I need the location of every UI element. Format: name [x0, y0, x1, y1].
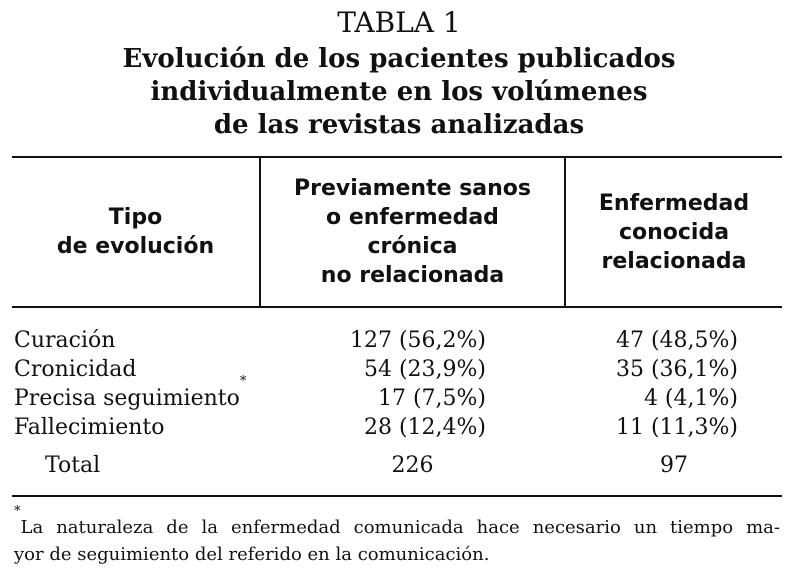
- header-previously-healthy: Previamente sanos o enfermedad crónica n…: [261, 158, 564, 306]
- total-previously-healthy: 226: [391, 453, 434, 478]
- row-value-related-disease: 47 (48,5%): [615, 328, 738, 353]
- row-type: Cronicidad: [14, 357, 137, 382]
- table-row: Fallecimiento 28 (12,4%) 11 (11,3%): [0, 413, 798, 442]
- header-type-of-evolution: Tipo de evolución: [12, 158, 259, 306]
- total-label: Total: [45, 453, 101, 478]
- table-total-row: Total 226 97: [0, 451, 798, 480]
- header-divider-1: [259, 156, 261, 307]
- header-line: o enfermedad: [326, 205, 499, 230]
- row-value-previously-healthy: 127 (56,2%): [349, 328, 486, 353]
- row-type-cell: Precisa seguimiento*: [14, 375, 246, 413]
- footnote-line: *La naturaleza de la enfermedad comunica…: [14, 505, 781, 541]
- table-bottom-rule: [12, 495, 782, 497]
- footnote-line: yor de seguimiento del referido en la co…: [14, 544, 490, 565]
- header-related-disease: Enfermedad conocida relacionada: [566, 158, 782, 306]
- title-line: de las revistas analizadas: [213, 110, 585, 140]
- footnote-text: La naturaleza de la enfermedad comunicad…: [20, 517, 781, 538]
- total-related-disease: 97: [660, 453, 688, 478]
- header-line: conocida: [618, 219, 730, 245]
- table-row: Curación 127 (56,2%) 47 (48,5%): [0, 326, 798, 355]
- row-type: Curación: [14, 328, 116, 353]
- footnote-marker: *: [14, 504, 21, 519]
- row-type: Fallecimiento: [14, 415, 165, 440]
- row-type: Precisa seguimiento: [14, 386, 240, 411]
- header-line: no relacionada: [320, 263, 505, 288]
- table-label: TABLA 1: [337, 6, 461, 39]
- table-row: Cronicidad 54 (23,9%) 35 (36,1%): [0, 355, 798, 384]
- row-value-related-disease: 35 (36,1%): [615, 357, 738, 382]
- row-value-related-disease: 11 (11,3%): [615, 415, 738, 440]
- title-line: individualmente en los volúmenes: [150, 77, 648, 107]
- table-title: Evolución de los pacientes publicados in…: [0, 43, 798, 142]
- footnote-marker: *: [239, 374, 247, 389]
- header-line: Tipo: [108, 205, 163, 230]
- table-footnote: *La naturaleza de la enfermedad comunica…: [14, 505, 781, 568]
- table-row: Precisa seguimiento* 17 (7,5%) 4 (4,1%): [0, 375, 798, 413]
- row-value-previously-healthy: 17 (7,5%): [377, 386, 486, 411]
- header-line: relacionada: [601, 248, 747, 274]
- header-line: Previamente sanos: [293, 176, 532, 201]
- row-value-previously-healthy: 54 (23,9%): [363, 357, 486, 382]
- row-value-related-disease: 4 (4,1%): [643, 386, 738, 411]
- title-line: Evolución de los pacientes publicados: [122, 44, 676, 74]
- row-value-previously-healthy: 28 (12,4%): [363, 415, 486, 440]
- header-line: crónica: [367, 234, 458, 259]
- table-top-rule: [12, 156, 782, 158]
- table-header-rule: [12, 306, 782, 308]
- header-divider-2: [564, 156, 566, 307]
- header-line: de evolución: [56, 234, 215, 259]
- header-line: Enfermedad: [598, 190, 750, 216]
